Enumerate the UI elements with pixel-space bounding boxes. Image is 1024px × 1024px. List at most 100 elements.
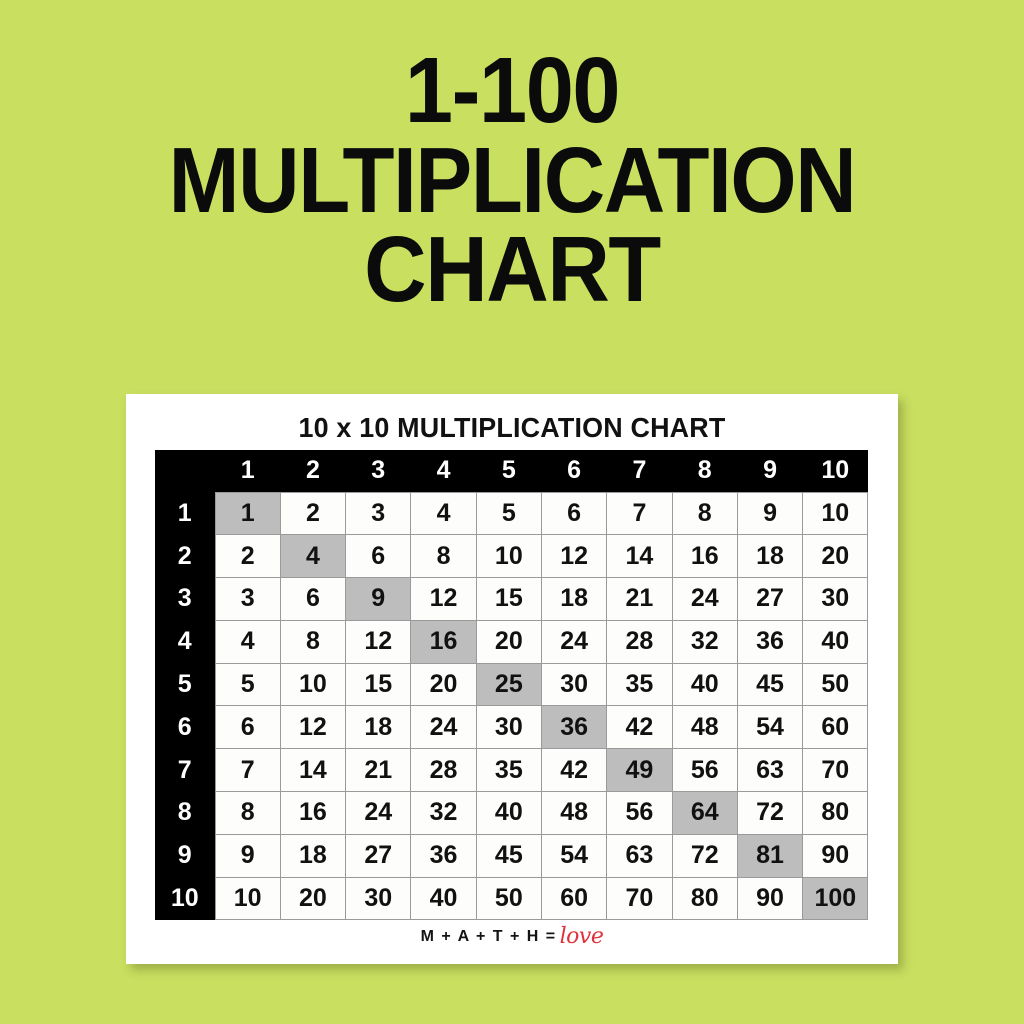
column-header: 8: [672, 450, 738, 492]
table-cell: 18: [736, 534, 804, 579]
row-header: 1: [155, 492, 215, 535]
table-cell: 12: [410, 577, 477, 621]
table-cell: 4: [279, 534, 347, 579]
footer-love-text: love: [559, 924, 604, 949]
column-header: 3: [345, 450, 411, 492]
table-cell: 32: [671, 619, 738, 664]
table-cell: 14: [606, 534, 673, 579]
table-cell: 12: [540, 534, 608, 579]
column-header: 2: [280, 450, 346, 492]
table-cell: 40: [671, 662, 738, 707]
table-cell: 63: [606, 833, 673, 878]
table-cell: 28: [606, 619, 673, 664]
table-cell: 2: [214, 534, 281, 579]
table-cell: 60: [540, 876, 608, 921]
table-cell: 100: [802, 876, 869, 921]
card-footer: M + A + T + H = love: [126, 922, 898, 949]
multiplication-grid: 1 2 3 4 5 6 7 8 9 10 1 1: [155, 450, 869, 921]
headline-line-chart: CHART: [364, 217, 661, 322]
table-cell: 70: [606, 876, 673, 921]
table-cell: 2: [279, 491, 347, 536]
table-cell: 27: [345, 833, 412, 878]
table-cell: 42: [540, 748, 608, 793]
table-cell: 35: [475, 748, 542, 793]
table-cell: 36: [736, 619, 804, 664]
headline-line-multiplication: MULTIPLICATION: [168, 127, 857, 232]
table-cell: 12: [279, 705, 347, 750]
table-cell: 18: [540, 577, 608, 621]
table-cell: 20: [802, 534, 869, 579]
table-cell: 90: [736, 876, 804, 921]
table-row: 4 4 8 12 16 20 24 28 32 36 40: [155, 619, 869, 664]
table-corner-cell: [155, 450, 215, 492]
table-cell: 49: [606, 748, 673, 793]
table-cell: 80: [802, 791, 869, 835]
column-header: 7: [606, 450, 673, 492]
table-row: 5 5 10 15 20 25 30 35 40 45 50: [155, 662, 869, 707]
table-cell: 12: [345, 619, 412, 664]
table-cell: 3: [214, 577, 281, 621]
table-cell: 50: [802, 662, 869, 707]
table-cell: 16: [410, 619, 477, 664]
row-header: 6: [155, 705, 215, 749]
page-title: 1-100 MULTIPLICATION CHART: [0, 44, 1024, 322]
table-cell: 60: [802, 705, 869, 750]
table-cell: 40: [410, 876, 477, 921]
table-cell: 10: [802, 491, 869, 536]
row-header: 7: [155, 748, 215, 792]
table-cell: 48: [671, 705, 738, 750]
table-cell: 10: [475, 534, 542, 579]
table-cell: 32: [410, 791, 477, 835]
table-cell: 70: [802, 748, 869, 793]
table-cell: 30: [475, 705, 542, 750]
table-cell: 15: [345, 662, 412, 707]
table-row: 10 10 20 30 40 50 60 70 80 90 100: [155, 876, 869, 921]
table-cell: 9: [736, 491, 804, 536]
table-cell: 36: [540, 705, 608, 750]
row-header: 2: [155, 534, 215, 578]
table-cell: 8: [279, 619, 347, 664]
table-row: 8 8 16 24 32 40 48 56 64 72 80: [155, 791, 869, 835]
table-cell: 3: [345, 491, 412, 536]
table-row: 1 1 2 3 4 5 6 7 8 9 10: [155, 491, 869, 536]
table-cell: 18: [345, 705, 412, 750]
table-row: 3 3 6 9 12 15 18 21 24 27 30: [155, 577, 869, 621]
table-cell: 8: [410, 534, 477, 579]
table-cell: 8: [671, 491, 738, 536]
table-cell: 40: [802, 619, 869, 664]
table-cell: 40: [475, 791, 542, 835]
row-header: 3: [155, 577, 215, 621]
table-row: 6 6 12 18 24 30 36 42 48 54 60: [155, 705, 869, 750]
table-cell: 50: [475, 876, 542, 921]
table-cell: 6: [214, 705, 281, 750]
table-cell: 7: [214, 748, 281, 793]
table-cell: 14: [279, 748, 347, 793]
table-cell: 35: [606, 662, 673, 707]
table-cell: 15: [475, 577, 542, 621]
table-cell: 10: [214, 876, 281, 921]
column-header: 10: [802, 450, 868, 492]
table-row: 7 7 14 21 28 35 42 49 56 63 70: [155, 748, 869, 793]
card-title: 10 x 10 MULTIPLICATION CHART: [298, 412, 726, 443]
table-cell: 27: [736, 577, 804, 621]
table-cell: 56: [606, 791, 673, 835]
table-cell: 45: [736, 662, 804, 707]
table-cell: 20: [410, 662, 477, 707]
table-cell: 10: [279, 662, 347, 707]
table-cell: 21: [606, 577, 673, 621]
table-cell: 1: [214, 491, 281, 536]
table-cell: 7: [606, 491, 673, 536]
table-cell: 48: [540, 791, 608, 835]
table-cell: 56: [671, 748, 738, 793]
table-cell: 42: [606, 705, 673, 750]
table-cell: 6: [345, 534, 412, 579]
column-header: 4: [410, 450, 477, 492]
chart-card: 10 x 10 MULTIPLICATION CHART 1 2 3: [126, 394, 898, 964]
multiplication-table: 1 2 3 4 5 6 7 8 9 10 1 1: [155, 450, 869, 921]
table-cell: 16: [279, 791, 347, 835]
table-row: 2 2 4 6 8 10 12 14 16 18 20: [155, 534, 869, 579]
table-cell: 80: [671, 876, 738, 921]
table-row: 9 9 18 27 36 45 54 63 72 81 90: [155, 833, 869, 878]
table-cell: 18: [279, 833, 347, 878]
